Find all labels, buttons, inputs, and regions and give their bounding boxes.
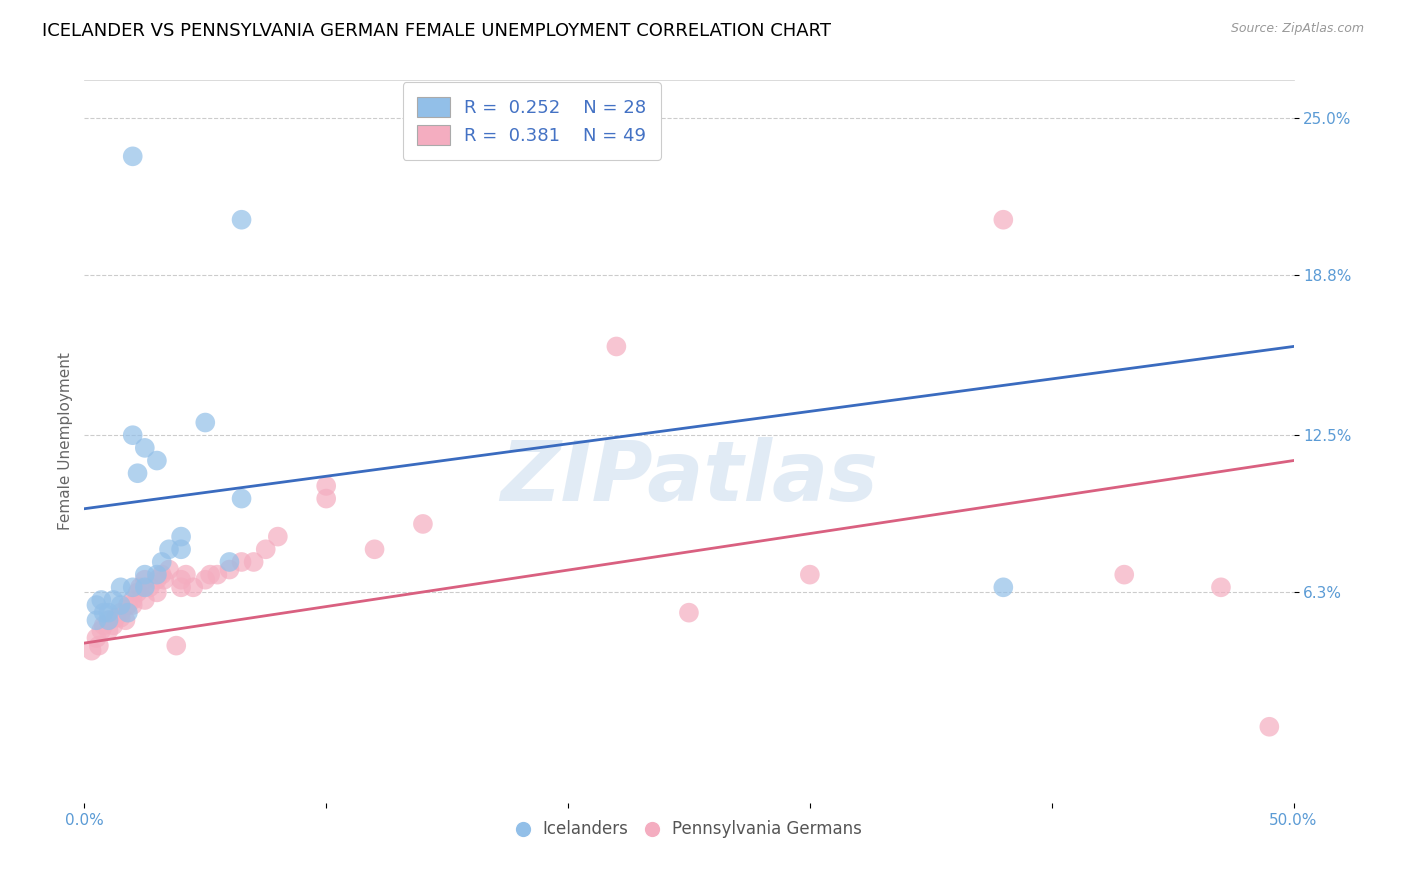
Point — [104, 611, 127, 625]
Point — [218, 563, 240, 577]
Point — [121, 580, 143, 594]
Point — [153, 573, 176, 587]
Point — [170, 530, 193, 544]
Point — [170, 573, 193, 587]
Point — [90, 593, 112, 607]
Point — [121, 593, 143, 607]
Point — [97, 613, 120, 627]
Point — [678, 606, 700, 620]
Text: ZIPatlas: ZIPatlas — [501, 437, 877, 518]
Point — [218, 555, 240, 569]
Point — [315, 491, 337, 506]
Point — [114, 613, 136, 627]
Point — [799, 567, 821, 582]
Point — [86, 598, 108, 612]
Point — [315, 479, 337, 493]
Point — [170, 580, 193, 594]
Point — [231, 491, 253, 506]
Point — [267, 530, 290, 544]
Point — [242, 555, 264, 569]
Point — [121, 428, 143, 442]
Point — [127, 585, 149, 599]
Point — [363, 542, 385, 557]
Point — [97, 606, 120, 620]
Point — [150, 567, 173, 582]
Point — [93, 606, 115, 620]
Point — [86, 613, 108, 627]
Point — [146, 585, 169, 599]
Point — [198, 567, 221, 582]
Point — [170, 542, 193, 557]
Point — [157, 542, 180, 557]
Point — [993, 580, 1015, 594]
Point — [231, 555, 253, 569]
Point — [110, 580, 132, 594]
Point — [207, 567, 229, 582]
Point — [110, 611, 132, 625]
Point — [165, 639, 187, 653]
Text: Source: ZipAtlas.com: Source: ZipAtlas.com — [1230, 22, 1364, 36]
Point — [138, 580, 160, 594]
Point — [146, 567, 169, 582]
Point — [993, 212, 1015, 227]
Point — [103, 593, 125, 607]
Point — [231, 212, 253, 227]
Point — [194, 573, 217, 587]
Point — [412, 516, 434, 531]
Point — [87, 639, 110, 653]
Point — [97, 624, 120, 638]
Text: ICELANDER VS PENNSYLVANIA GERMAN FEMALE UNEMPLOYMENT CORRELATION CHART: ICELANDER VS PENNSYLVANIA GERMAN FEMALE … — [42, 22, 831, 40]
Point — [110, 606, 132, 620]
Point — [146, 453, 169, 467]
Point — [117, 598, 139, 612]
Point — [134, 580, 156, 594]
Point — [117, 606, 139, 620]
Point — [129, 580, 152, 594]
Point — [121, 149, 143, 163]
Point — [134, 441, 156, 455]
Point — [86, 631, 108, 645]
Point — [97, 613, 120, 627]
Point — [146, 573, 169, 587]
Legend: Icelanders, Pennsylvania Germans: Icelanders, Pennsylvania Germans — [509, 814, 869, 845]
Point — [1209, 580, 1232, 594]
Point — [254, 542, 277, 557]
Point — [90, 624, 112, 638]
Point — [110, 598, 132, 612]
Point — [127, 467, 149, 481]
Point — [174, 567, 197, 582]
Point — [1258, 720, 1281, 734]
Point — [121, 598, 143, 612]
Point — [93, 618, 115, 632]
Point — [194, 416, 217, 430]
Point — [181, 580, 204, 594]
Point — [1114, 567, 1136, 582]
Point — [134, 593, 156, 607]
Point — [150, 555, 173, 569]
Point — [157, 563, 180, 577]
Point — [80, 643, 103, 657]
Point — [134, 567, 156, 582]
Point — [605, 339, 627, 353]
Point — [103, 618, 125, 632]
Y-axis label: Female Unemployment: Female Unemployment — [58, 352, 73, 531]
Point — [134, 573, 156, 587]
